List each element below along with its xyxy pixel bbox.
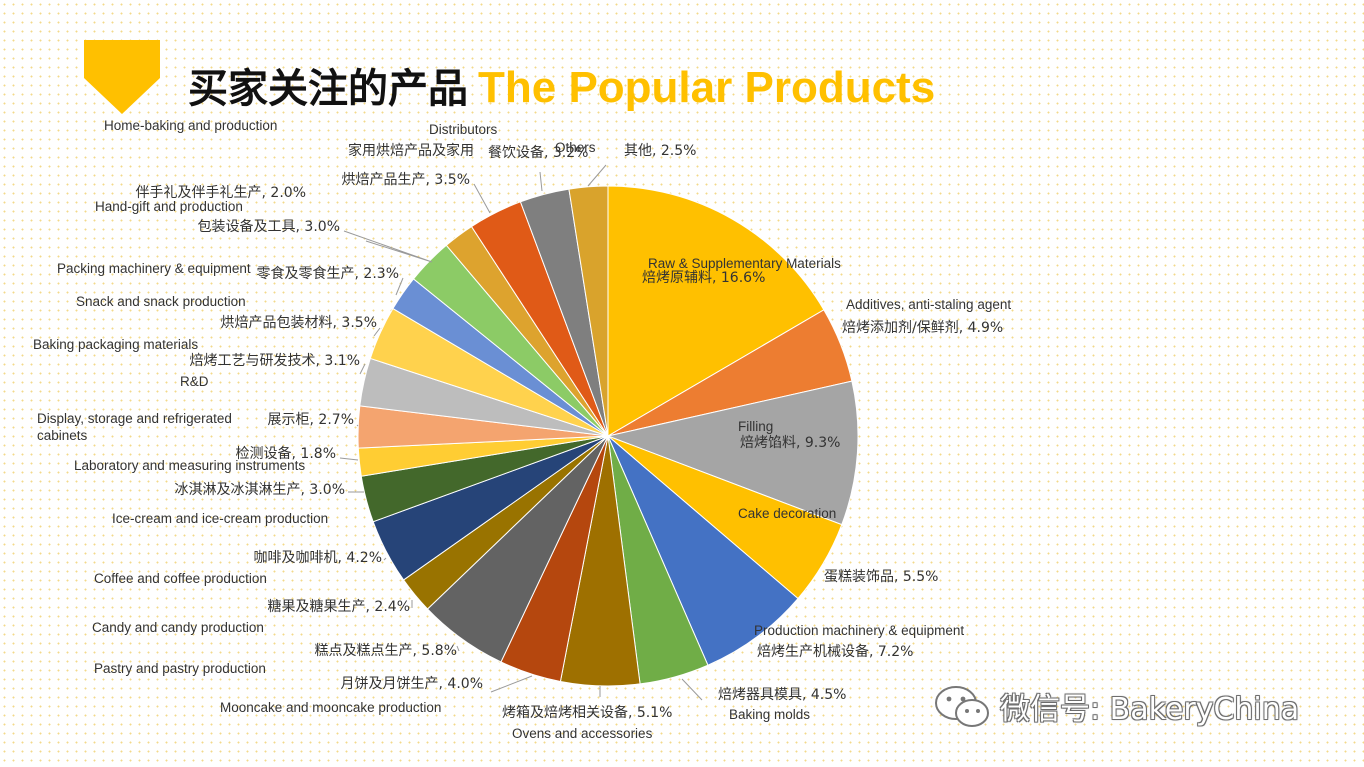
slice-label-en-8: Pastry and pastry production (94, 661, 266, 676)
slice-label-cn-11: 冰淇淋及冰淇淋生产, 3.0% (175, 482, 345, 498)
slice-label-cn-12: 检测设备, 1.8% (236, 445, 336, 462)
leader-line-15 (373, 327, 381, 337)
slice-label-en-6: Ovens and accessories (512, 726, 653, 741)
slice-label-cn-22: 其他, 2.5% (624, 143, 696, 159)
slice-label-cn-8: 糕点及糕点生产, 5.8% (315, 643, 457, 659)
slice-label-en-11: Ice-cream and ice-cream production (112, 511, 328, 526)
slice-label-en-10: Coffee and coffee production (94, 571, 267, 586)
slice-label-en-14: R&D (180, 374, 209, 389)
slice-label-cn-4: 焙烤生产机械设备, 7.2% (757, 643, 913, 660)
slice-label-en-5: Baking molds (729, 707, 810, 722)
slice-label-en-12: Laboratory and measuring instruments (74, 458, 305, 473)
leader-line-22 (587, 164, 607, 187)
slice-label-en-16: Snack and snack production (76, 294, 246, 309)
leader-line-10 (383, 557, 387, 561)
slice-label-cn-0: 焙烤原辅料, 16.6% (642, 270, 765, 286)
wechat-icon (935, 686, 989, 727)
slice-label-cn-1: 焙烤添加剂/保鲜剂, 4.9% (842, 320, 1003, 336)
slice-label-cn-6: 烤箱及焙烤相关设备, 5.1% (502, 704, 672, 721)
slice-labels: 焙烤原辅料, 16.6%Raw & Supplementary Material… (33, 118, 1011, 741)
page-title: 买家关注的产品 The Popular Products (188, 56, 935, 114)
slice-label-cn-20: 家用烘焙产品及家用 (348, 142, 474, 159)
slice-label-cn-13: 展示柜, 2.7% (268, 412, 354, 428)
watermark-text: 微信号: BakeryChina (1000, 692, 1300, 727)
slice-label-cn-7: 月饼及月饼生产, 4.0% (341, 676, 483, 692)
slice-label-en-13: Display, storage and refrigerated cabinet… (37, 411, 232, 443)
pie-slice-4 (607, 435, 799, 666)
pie-slice-21 (568, 185, 609, 437)
slice-label-cn-5: 焙烤器具模具, 4.5% (718, 687, 846, 703)
slice-label-en-20: Home-baking and production (104, 118, 277, 133)
pie-slice-2 (606, 380, 859, 526)
slice-label-en-21: Distributors (429, 122, 498, 137)
slice-label-en-7: Mooncake and mooncake production (220, 700, 441, 715)
slice-label-en-2: Filling (738, 419, 773, 434)
pie-slices (357, 185, 859, 687)
slice-label-en-18: Hand-gift and production (95, 199, 243, 214)
slice-label-cn-14: 焙烤工艺与研发技术, 3.1% (190, 353, 360, 369)
leader-line-7 (490, 675, 533, 693)
leader-line-8 (456, 645, 460, 652)
slice-label-cn-21: 餐饮设备, 3.2% (488, 144, 588, 161)
leader-line-19 (473, 183, 491, 214)
slice-label-en-15: Baking packaging materials (33, 337, 198, 352)
slice-label-cn-19: 烘焙产品生产, 3.5% (342, 172, 470, 188)
leader-line-12 (339, 457, 359, 461)
leader-line-16 (395, 277, 404, 296)
leader-line-13 (356, 424, 359, 427)
slice-label-cn-2: 焙烤馅料, 9.3% (740, 435, 840, 451)
slice-label-cn-17: 包装设备及工具, 3.0% (198, 218, 340, 235)
slice-label-cn-10: 咖啡及咖啡机, 4.2% (254, 550, 382, 566)
title-badge-icon (84, 40, 160, 114)
page-title-en: The Popular Products (478, 63, 936, 112)
slice-label-en-17: Packing machinery & equipment (57, 261, 251, 276)
pie-slice-0 (607, 185, 825, 437)
page-title-cn: 买家关注的产品 (188, 66, 468, 112)
slice-label-cn-3: 蛋糕装饰品, 5.5% (824, 569, 938, 585)
slice-label-en-4: Production machinery & equipment (754, 623, 964, 638)
slice-label-en-22: Others (555, 140, 596, 155)
slice-label-cn-15: 烘焙产品包装材料, 3.5% (221, 315, 377, 331)
leader-line-5 (681, 678, 703, 701)
leader-line-17 (343, 230, 433, 263)
leader-line-14 (359, 363, 366, 375)
slice-label-en-0: Raw & Supplementary Materials (648, 256, 841, 271)
slice-label-cn-16: 零食及零食生产, 2.3% (257, 265, 399, 282)
leader-lines (339, 164, 703, 701)
slice-label-en-1: Additives, anti-staling agent (846, 297, 1011, 312)
leader-line-21 (539, 171, 543, 192)
slice-label-en-9: Candy and candy production (92, 620, 264, 635)
slice-label-en-3: Cake decoration (738, 506, 836, 521)
slice-label-cn-18: 伴手礼及伴手礼生产, 2.0% (136, 185, 306, 201)
slice-label-cn-9: 糖果及糖果生产, 2.4% (268, 599, 410, 615)
